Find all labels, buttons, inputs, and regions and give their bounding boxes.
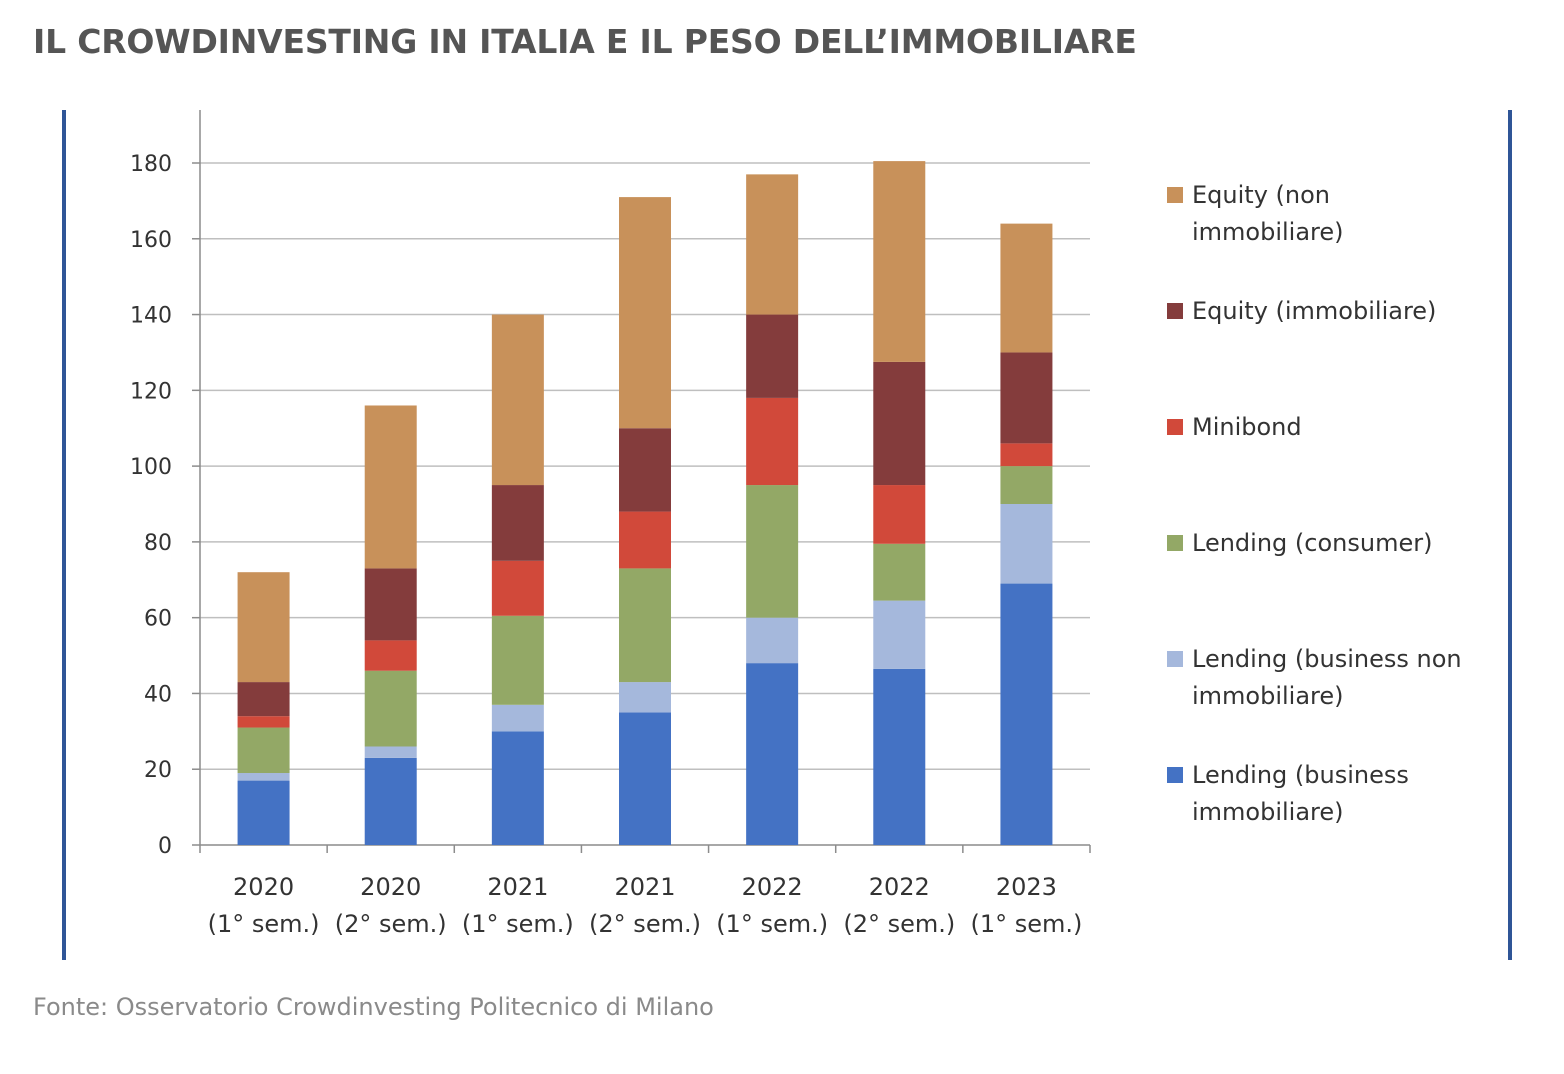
- bar-segment: [746, 663, 799, 845]
- bar-segment: [364, 640, 417, 671]
- y-tick-label: 40: [144, 682, 172, 707]
- frame-border-left: [62, 110, 66, 960]
- bar-segment: [873, 543, 926, 601]
- bar-segment: [364, 405, 417, 569]
- bar-segment: [873, 161, 926, 362]
- y-tick-label: 0: [158, 834, 172, 859]
- legend-label: Equity (non: [1192, 181, 1330, 209]
- page-title: IL CROWDINVESTING IN ITALIA E IL PESO DE…: [33, 22, 1137, 61]
- bar-segment: [746, 397, 799, 486]
- bar-segment: [746, 617, 799, 664]
- bar-segment: [491, 731, 544, 845]
- bar-segment: [491, 560, 544, 616]
- x-tick-label: 2021: [487, 873, 548, 901]
- legend-label: Lending (business non: [1192, 645, 1462, 673]
- bar-segment: [491, 485, 544, 561]
- bar-segment: [746, 485, 799, 618]
- bar-segment: [364, 568, 417, 641]
- legend-swatch: [1167, 767, 1183, 783]
- bar-segment: [364, 757, 417, 845]
- x-tick-label: (1° sem.): [462, 910, 574, 938]
- y-tick-label: 120: [130, 379, 172, 404]
- legend-label: Lending (business: [1192, 761, 1409, 789]
- bar-segment: [873, 361, 926, 486]
- bar-segment: [237, 716, 290, 728]
- y-tick-label: 20: [144, 758, 172, 783]
- x-tick-label: (1° sem.): [208, 910, 320, 938]
- bar-segment: [873, 485, 926, 544]
- bar-segment: [873, 600, 926, 669]
- x-tick-label: 2020: [360, 873, 421, 901]
- bar-segment: [619, 712, 671, 845]
- frame-border-right: [1508, 110, 1512, 960]
- bar-segment: [1000, 583, 1053, 845]
- bar-segment: [237, 727, 290, 774]
- bar-segment: [619, 682, 671, 713]
- x-tick-label: (2° sem.): [335, 910, 447, 938]
- bar-segment: [1000, 223, 1053, 353]
- stacked-bar-chart: 0 20 40 60 80 100 120 140 160 180 2020 (1° sem.) 202…: [130, 110, 1462, 938]
- bar-segment: [364, 670, 417, 747]
- x-tick-label: (2° sem.): [589, 910, 701, 938]
- bar-segment: [237, 780, 290, 845]
- bar-segment: [237, 682, 290, 717]
- x-tick-label: (2° sem.): [843, 910, 955, 938]
- bar-segment: [491, 704, 544, 732]
- x-tick-label: 2021: [614, 873, 675, 901]
- y-tick-label: 180: [130, 152, 172, 177]
- legend-swatch: [1167, 303, 1183, 319]
- bar-segment: [619, 428, 671, 512]
- bar-segment: [873, 668, 926, 845]
- legend-label: immobiliare): [1192, 798, 1344, 826]
- x-tick-label: 2022: [742, 873, 803, 901]
- legend-swatch: [1167, 419, 1183, 435]
- legend-label: immobiliare): [1192, 218, 1344, 246]
- legend-swatch: [1167, 651, 1183, 667]
- legend-label: Equity (immobiliare): [1192, 297, 1436, 325]
- bar-segment: [237, 572, 290, 683]
- bar-segment: [491, 314, 544, 486]
- bar-segment: [237, 773, 290, 781]
- x-tick-label: (1° sem.): [716, 910, 828, 938]
- x-tick-label: 2023: [996, 873, 1057, 901]
- bar-segment: [491, 615, 544, 705]
- bar-segment: [746, 314, 799, 398]
- bar-segment: [746, 174, 799, 315]
- bar-segment: [1000, 466, 1053, 504]
- y-tick-label: 80: [144, 531, 172, 556]
- bar-segment: [1000, 504, 1053, 584]
- y-tick-label: 140: [130, 304, 172, 329]
- x-tick-label: 2020: [233, 873, 294, 901]
- legend-swatch: [1167, 535, 1183, 551]
- bar-segment: [1000, 352, 1053, 444]
- bar-segment: [619, 568, 671, 683]
- source-note: Fonte: Osservatorio Crowdinvesting Polit…: [33, 993, 714, 1021]
- y-tick-label: 100: [130, 455, 172, 480]
- legend-swatch: [1167, 187, 1183, 203]
- legend-label: Lending (consumer): [1192, 529, 1432, 557]
- bar-segment: [1000, 443, 1053, 467]
- bar-segment: [619, 511, 671, 569]
- y-tick-label: 60: [144, 607, 172, 632]
- x-tick-label: (1° sem.): [970, 910, 1082, 938]
- y-tick-label: 160: [130, 228, 172, 253]
- chart-frame: 0 20 40 60 80 100 120 140 160 180 2020 (1° sem.) 202…: [62, 110, 1512, 960]
- legend-label: Minibond: [1192, 413, 1302, 441]
- x-tick-label: 2022: [869, 873, 930, 901]
- bar-segment: [619, 197, 671, 429]
- bar-segment: [364, 746, 417, 758]
- legend-label: immobiliare): [1192, 682, 1344, 710]
